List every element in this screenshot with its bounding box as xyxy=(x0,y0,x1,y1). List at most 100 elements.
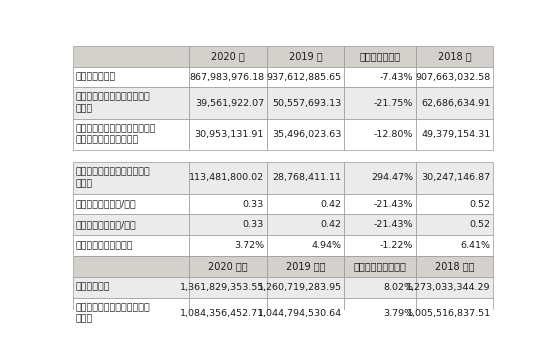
Text: 867,983,976.18: 867,983,976.18 xyxy=(189,72,264,81)
Text: 62,686,634.91: 62,686,634.91 xyxy=(422,98,491,108)
Bar xyxy=(416,277,493,298)
Bar xyxy=(416,87,493,119)
Bar xyxy=(74,277,189,298)
Text: 总资产（元）: 总资产（元） xyxy=(76,283,111,292)
Bar xyxy=(267,163,345,193)
Text: 本年比上年增减: 本年比上年增减 xyxy=(359,51,400,61)
Text: 1,361,829,353.55: 1,361,829,353.55 xyxy=(180,283,264,292)
Text: 1,260,719,283.95: 1,260,719,283.95 xyxy=(258,283,342,292)
Bar xyxy=(189,298,267,329)
Bar xyxy=(189,46,267,66)
Text: 8.02%: 8.02% xyxy=(383,283,413,292)
Bar xyxy=(189,163,267,193)
Bar xyxy=(267,46,345,66)
Bar xyxy=(74,46,189,66)
Bar xyxy=(267,277,345,298)
Text: 经营活动产生的现金流量净额
（元）: 经营活动产生的现金流量净额 （元） xyxy=(76,168,151,188)
Text: -1.22%: -1.22% xyxy=(380,241,413,250)
Text: -21.43%: -21.43% xyxy=(374,199,413,208)
Bar xyxy=(267,298,345,329)
Text: 907,663,032.58: 907,663,032.58 xyxy=(416,72,491,81)
Text: 0.52: 0.52 xyxy=(470,220,491,229)
Text: -12.80%: -12.80% xyxy=(374,130,413,139)
Bar xyxy=(74,119,189,150)
Text: -7.43%: -7.43% xyxy=(380,72,413,81)
Text: -21.75%: -21.75% xyxy=(374,98,413,108)
Text: 2018 年末: 2018 年末 xyxy=(435,261,474,271)
Bar xyxy=(416,235,493,256)
Text: 1,044,794,530.64: 1,044,794,530.64 xyxy=(258,309,342,318)
Bar xyxy=(74,214,189,235)
Bar xyxy=(74,256,189,277)
Bar xyxy=(416,298,493,329)
Bar xyxy=(416,119,493,150)
Text: 营业收入（元）: 营业收入（元） xyxy=(76,72,116,81)
Text: 2020 年: 2020 年 xyxy=(211,51,244,61)
Text: 2019 年: 2019 年 xyxy=(289,51,322,61)
Bar xyxy=(416,256,493,277)
Bar xyxy=(189,277,267,298)
Bar xyxy=(74,298,189,329)
Text: 归属于上市公司股东的净利润
（元）: 归属于上市公司股东的净利润 （元） xyxy=(76,93,151,113)
Text: 28,768,411.11: 28,768,411.11 xyxy=(273,174,342,182)
Text: 30,953,131.91: 30,953,131.91 xyxy=(195,130,264,139)
Bar xyxy=(345,277,416,298)
Text: 4.94%: 4.94% xyxy=(312,241,342,250)
Bar xyxy=(267,66,345,87)
Bar xyxy=(189,87,267,119)
Text: 6.41%: 6.41% xyxy=(461,241,491,250)
Bar xyxy=(74,235,189,256)
Bar xyxy=(345,214,416,235)
Text: 1,084,356,452.71: 1,084,356,452.71 xyxy=(180,309,264,318)
Bar xyxy=(189,235,267,256)
Text: 49,379,154.31: 49,379,154.31 xyxy=(421,130,491,139)
Bar xyxy=(267,214,345,235)
Text: 归属于上市公司股东的净资产
（元）: 归属于上市公司股东的净资产 （元） xyxy=(76,303,151,324)
Bar xyxy=(416,46,493,66)
Text: 39,561,922.07: 39,561,922.07 xyxy=(195,98,264,108)
Text: 2018 年: 2018 年 xyxy=(438,51,471,61)
Text: 1,005,516,837.51: 1,005,516,837.51 xyxy=(406,309,491,318)
Text: 0.42: 0.42 xyxy=(321,220,342,229)
Bar xyxy=(189,119,267,150)
Bar xyxy=(74,193,189,214)
Bar xyxy=(416,163,493,193)
Text: 0.33: 0.33 xyxy=(243,199,264,208)
Bar xyxy=(267,119,345,150)
Text: 35,496,023.63: 35,496,023.63 xyxy=(273,130,342,139)
Bar xyxy=(74,87,189,119)
Text: 0.42: 0.42 xyxy=(321,199,342,208)
Bar xyxy=(416,214,493,235)
Text: 0.33: 0.33 xyxy=(243,220,264,229)
Text: 归属于上市公司股东的扣除非经
常性损益的净利润（元）: 归属于上市公司股东的扣除非经 常性损益的净利润（元） xyxy=(76,124,156,145)
Text: 294.47%: 294.47% xyxy=(371,174,413,182)
Bar xyxy=(267,87,345,119)
Text: 加权平均净资产收益率: 加权平均净资产收益率 xyxy=(76,241,133,250)
Bar xyxy=(189,193,267,214)
Bar xyxy=(345,163,416,193)
Bar xyxy=(345,66,416,87)
Text: 3.72%: 3.72% xyxy=(234,241,264,250)
Text: 稀释每股收益（元/股）: 稀释每股收益（元/股） xyxy=(76,220,137,229)
Text: 2019 年末: 2019 年末 xyxy=(286,261,325,271)
Bar xyxy=(74,163,189,193)
Text: -21.43%: -21.43% xyxy=(374,220,413,229)
Bar xyxy=(345,193,416,214)
Bar xyxy=(345,46,416,66)
Text: 50,557,693.13: 50,557,693.13 xyxy=(273,98,342,108)
Bar xyxy=(267,235,345,256)
Bar xyxy=(345,235,416,256)
Bar xyxy=(189,256,267,277)
Bar xyxy=(345,256,416,277)
Text: 937,612,885.65: 937,612,885.65 xyxy=(267,72,342,81)
Text: 3.79%: 3.79% xyxy=(383,309,413,318)
Bar xyxy=(74,66,189,87)
Text: 本年末比上年末增减: 本年末比上年末增减 xyxy=(353,261,406,271)
Text: 113,481,800.02: 113,481,800.02 xyxy=(189,174,264,182)
Bar xyxy=(416,193,493,214)
Text: 2020 年末: 2020 年末 xyxy=(208,261,248,271)
Bar xyxy=(267,256,345,277)
Text: 基本每股收益（元/股）: 基本每股收益（元/股） xyxy=(76,199,137,208)
Bar xyxy=(416,66,493,87)
Bar xyxy=(189,66,267,87)
